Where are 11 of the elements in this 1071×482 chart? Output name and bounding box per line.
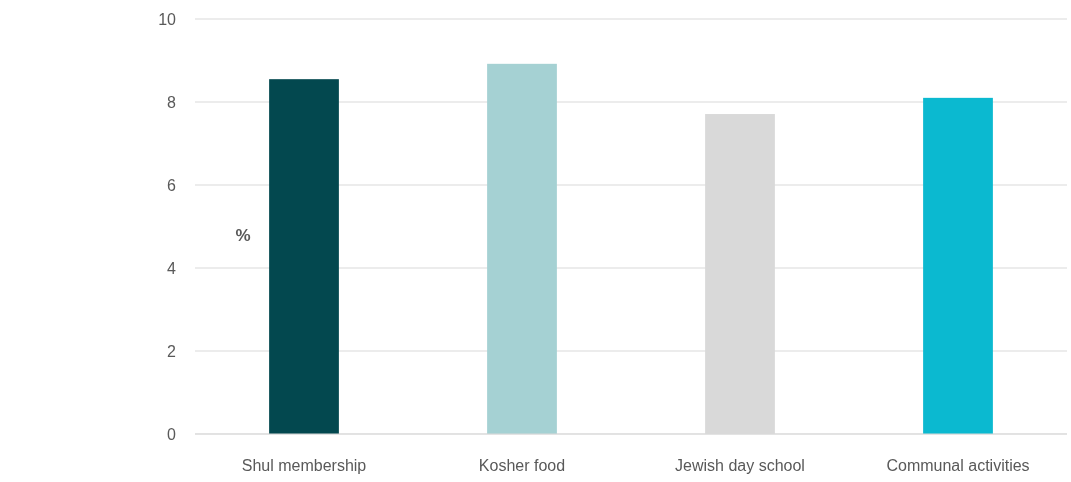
y-tick-label: 0 <box>167 425 177 443</box>
y-tick-label: 8 <box>167 93 177 111</box>
y-axis-title: % <box>235 225 251 245</box>
y-tick-label: 2 <box>167 342 177 360</box>
y-tick-label: 10 <box>158 10 177 28</box>
y-tick-label: 4 <box>167 259 177 277</box>
x-tick-label: Kosher food <box>478 457 566 474</box>
x-tick-label: Jewish day school <box>675 457 805 474</box>
x-tick-label: Shul membership <box>241 457 367 474</box>
y-tick-label: 6 <box>167 176 177 194</box>
x-tick-label: Communal activities <box>886 457 1030 474</box>
